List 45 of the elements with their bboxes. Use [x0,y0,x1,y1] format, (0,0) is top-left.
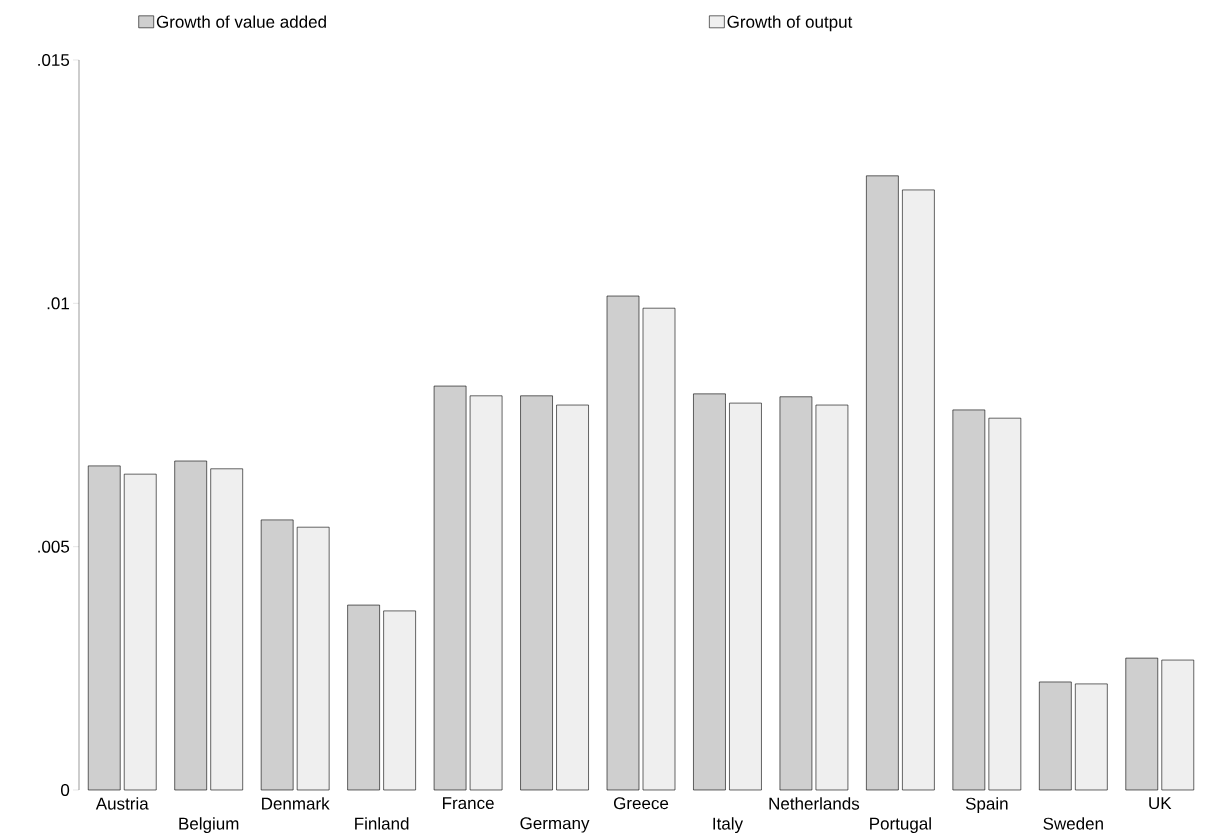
y-tick-label: 0 [61,783,70,797]
x-tick-label: France [443,797,494,810]
x-tick-label: UK [1149,797,1172,810]
x-tick-label: Spain [965,797,1008,814]
bar [383,610,416,791]
y-tick-label: .005 [38,540,70,553]
bar [469,395,503,791]
bar [866,175,899,791]
bar [520,395,553,791]
x-tick-label: Belgium [179,817,239,834]
bar [260,519,294,791]
bar [347,604,380,791]
x-tick-label: Portugal [870,817,931,834]
x-tick-label: Greece [613,797,669,810]
x-tick-label: Netherlands [769,797,860,810]
legend-label: Growth of output [727,15,853,32]
bar [123,473,157,791]
bar [988,417,1022,791]
bar [1125,657,1159,791]
legend-label: Growth of value added [156,15,326,28]
bar [779,396,813,791]
y-tick-label: .015 [38,53,70,67]
bar [952,409,986,791]
bar [606,295,640,791]
bar [296,526,330,791]
bar [693,393,726,791]
x-tick-label: Italy [713,817,744,834]
bar [433,385,467,791]
bar [642,307,676,791]
bar [210,468,243,791]
bar [174,460,207,791]
x-tick-label: Sweden [1043,817,1103,830]
x-tick-label: Germany [520,817,590,833]
bar [1039,681,1072,791]
bar [729,402,762,791]
bar [1161,659,1195,791]
x-tick-label: Denmark [262,797,330,810]
x-tick-label: Finland [355,817,409,830]
y-tick-label: .01 [47,297,69,310]
bar [1075,683,1108,791]
bar [815,404,849,791]
x-tick-label: Austria [95,797,149,810]
bar [556,404,589,791]
bar [902,189,935,791]
bar [87,465,121,791]
